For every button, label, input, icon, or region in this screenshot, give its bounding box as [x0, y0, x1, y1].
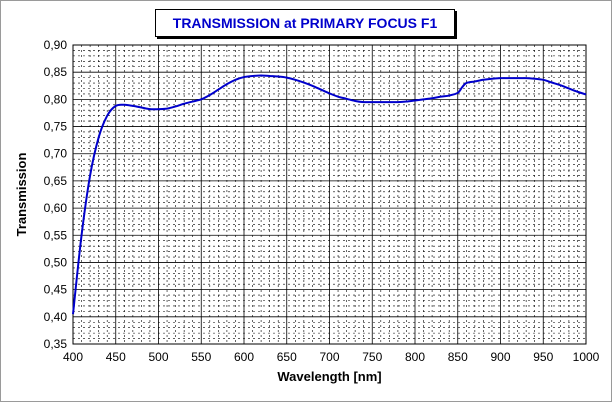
x-tick-label: 400: [63, 350, 83, 364]
x-tick-label: 700: [319, 350, 339, 364]
x-tick-label: 900: [490, 350, 510, 364]
x-tick-label: 750: [362, 350, 382, 364]
x-tick-label: 600: [234, 350, 254, 364]
y-tick-label: 0,80: [44, 92, 68, 106]
y-tick-label: 0,40: [44, 310, 68, 324]
x-tick-label: 850: [448, 350, 468, 364]
transmission-series-line: [72, 74, 587, 315]
x-tick-label: 1000: [573, 350, 600, 364]
plot-area-border: [72, 44, 587, 345]
y-tick-label: 0,75: [44, 120, 68, 134]
x-tick-label: 650: [277, 350, 297, 364]
y-tick-label: 0,45: [44, 283, 68, 297]
y-tick-label: 0,50: [44, 255, 68, 269]
x-tick-label: 450: [106, 350, 126, 364]
x-tick-label: 800: [405, 350, 425, 364]
x-tick-label: 950: [533, 350, 553, 364]
x-tick-labels: 400 450 500 550 600 650 700 750 800 850 900 950 1000: [63, 350, 600, 364]
y-axis-label: Transmission: [14, 153, 29, 237]
y-tick-label: 0,55: [44, 228, 68, 242]
x-axis-label: Wavelength [nm]: [277, 369, 381, 384]
chart-title-box: TRANSMISSION at PRIMARY FOCUS F1: [155, 9, 455, 37]
y-tick-label: 0,85: [44, 65, 68, 79]
y-tick-label: 0,90: [44, 38, 68, 52]
y-tick-label: 0,65: [44, 174, 68, 188]
grid: [73, 45, 586, 344]
y-tick-label: 0,35: [44, 337, 68, 351]
y-tick-label: 0,70: [44, 147, 68, 161]
x-tick-label: 550: [191, 350, 211, 364]
chart-title: TRANSMISSION at PRIMARY FOCUS F1: [172, 15, 438, 31]
x-tick-label: 500: [148, 350, 168, 364]
y-tick-label: 0,60: [44, 201, 68, 215]
y-tick-labels: 0,35 0,40 0,45 0,50 0,55 0,60 0,65 0,70 0,75 0,80…: [44, 38, 68, 351]
